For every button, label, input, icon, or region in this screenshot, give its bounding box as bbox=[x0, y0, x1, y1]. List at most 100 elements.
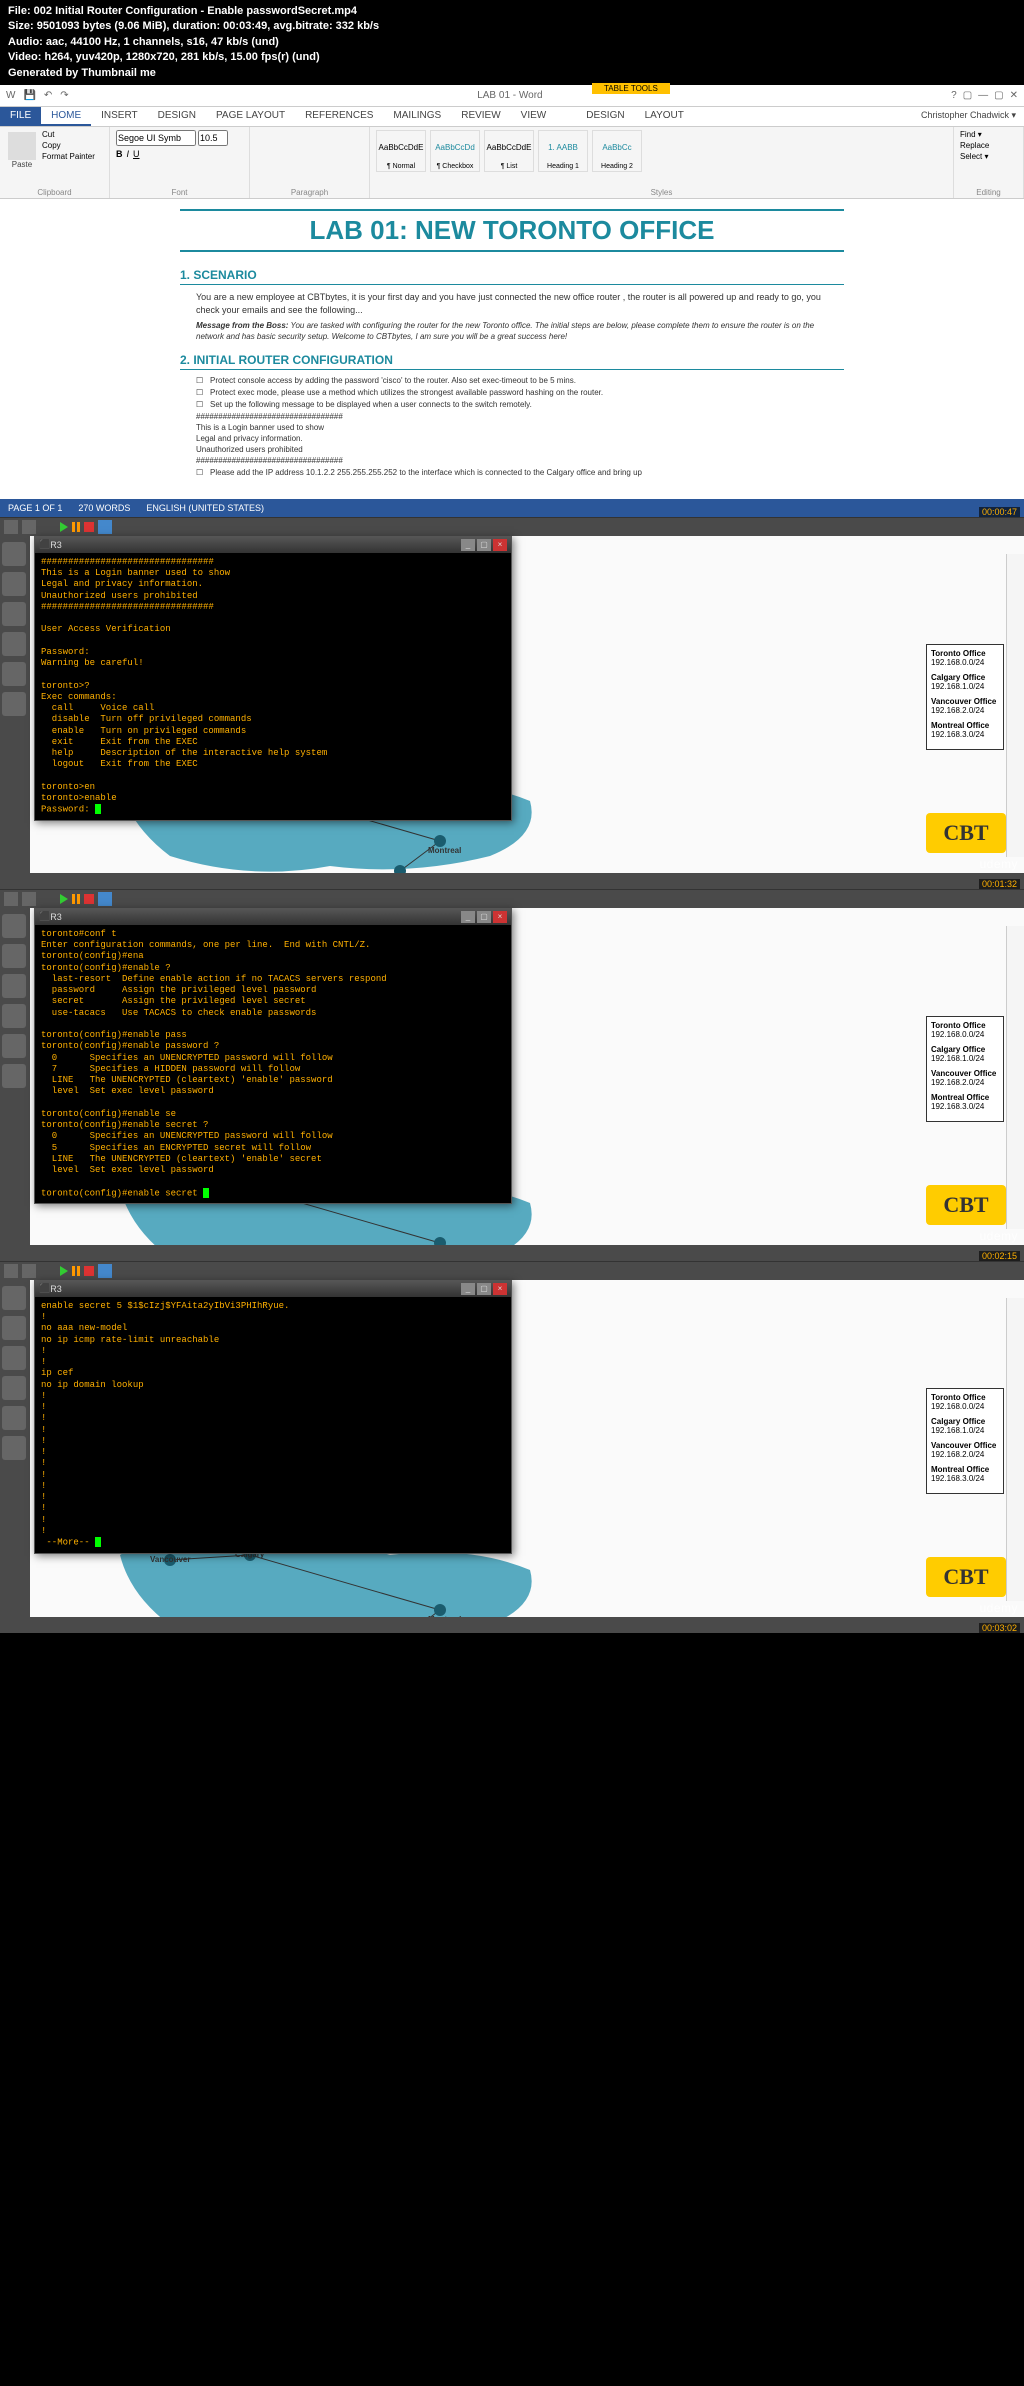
tab-mailings[interactable]: MAILINGS bbox=[383, 107, 451, 126]
ribbon-options-icon[interactable]: ▢ bbox=[963, 90, 972, 101]
term-maximize-icon[interactable]: ▢ bbox=[477, 1283, 491, 1295]
pc-category-icon[interactable] bbox=[2, 1346, 26, 1370]
stop-icon[interactable] bbox=[84, 1266, 94, 1276]
cut-button[interactable]: Cut bbox=[42, 130, 95, 139]
tab-file[interactable]: FILE bbox=[0, 107, 41, 126]
open-icon[interactable] bbox=[4, 520, 18, 534]
open-icon[interactable] bbox=[4, 1264, 18, 1278]
reload-icon[interactable] bbox=[98, 520, 112, 534]
tab-home[interactable]: HOME bbox=[41, 107, 91, 126]
style-list[interactable]: AaBbCcDdE¶ List bbox=[484, 130, 534, 172]
help-icon[interactable]: ? bbox=[951, 90, 957, 101]
gns3-canvas[interactable]: Vancouver Calgary Montreal ⬛ R3 _ ▢ × to… bbox=[30, 908, 1024, 1245]
pause-icon[interactable] bbox=[72, 522, 80, 532]
style-heading2[interactable]: AaBbCcHeading 2 bbox=[592, 130, 642, 172]
term-maximize-icon[interactable]: ▢ bbox=[477, 911, 491, 923]
quick-access-toolbar[interactable]: W 💾 ↶ ↷ bbox=[0, 90, 75, 101]
save-icon[interactable]: 💾 bbox=[23, 90, 35, 101]
all-devices-icon[interactable] bbox=[2, 662, 26, 686]
tab-review[interactable]: REVIEW bbox=[451, 107, 510, 126]
bold-button[interactable]: B bbox=[116, 149, 123, 159]
gns3-statusbar bbox=[0, 873, 1024, 889]
style-heading1[interactable]: 1. AABBHeading 1 bbox=[538, 130, 588, 172]
terminal-titlebar[interactable]: ⬛ R3 _ ▢ × bbox=[35, 909, 511, 925]
tab-references[interactable]: REFERENCES bbox=[295, 107, 383, 126]
close-icon[interactable]: ✕ bbox=[1010, 90, 1018, 101]
security-category-icon[interactable] bbox=[2, 1004, 26, 1028]
style-checkbox[interactable]: AaBbCcDd¶ Checkbox bbox=[430, 130, 480, 172]
word-count[interactable]: 270 WORDS bbox=[78, 503, 130, 513]
meta-size: Size: 9501093 bytes (9.06 MiB), duration… bbox=[8, 19, 1016, 34]
font-size-select[interactable] bbox=[198, 130, 228, 146]
stop-icon[interactable] bbox=[84, 894, 94, 904]
terminal-output[interactable]: toronto#conf t Enter configuration comma… bbox=[35, 925, 511, 1203]
format-painter-button[interactable]: Format Painter bbox=[42, 152, 95, 161]
terminal-titlebar[interactable]: ⬛ R3 _ ▢ × bbox=[35, 1281, 511, 1297]
link-tool-icon[interactable] bbox=[2, 1436, 26, 1460]
pause-icon[interactable] bbox=[72, 1266, 80, 1276]
term-close-icon[interactable]: × bbox=[493, 1283, 507, 1295]
replace-button[interactable]: Replace bbox=[960, 141, 989, 150]
router-category-icon[interactable] bbox=[2, 542, 26, 566]
switch-category-icon[interactable] bbox=[2, 1316, 26, 1340]
tab-table-design[interactable]: DESIGN bbox=[576, 107, 634, 126]
minimize-icon[interactable]: — bbox=[978, 90, 988, 101]
select-button[interactable]: Select ▾ bbox=[960, 152, 988, 161]
reload-icon[interactable] bbox=[98, 1264, 112, 1278]
undo-icon[interactable]: ↶ bbox=[44, 90, 52, 101]
video-metadata: File: 002 Initial Router Configuration -… bbox=[0, 0, 1024, 85]
copy-button[interactable]: Copy bbox=[42, 141, 95, 150]
tab-design[interactable]: DESIGN bbox=[148, 107, 206, 126]
terminal-output[interactable]: enable secret 5 $1$cIzj$YFAita2yIbVi3PHI… bbox=[35, 1297, 511, 1553]
term-minimize-icon[interactable]: _ bbox=[461, 1283, 475, 1295]
play-icon[interactable] bbox=[60, 1266, 68, 1276]
font-name-select[interactable] bbox=[116, 130, 196, 146]
gns3-canvas[interactable]: Vancouver Calgary Montreal toronto ⬛ R3 … bbox=[30, 536, 1024, 873]
terminal-titlebar[interactable]: ⬛ R3 _ ▢ × bbox=[35, 537, 511, 553]
term-maximize-icon[interactable]: ▢ bbox=[477, 539, 491, 551]
tab-table-layout[interactable]: LAYOUT bbox=[635, 107, 694, 126]
user-label[interactable]: Christopher Chadwick ▾ bbox=[913, 107, 1024, 126]
italic-button[interactable]: I bbox=[127, 149, 130, 159]
tab-view[interactable]: VIEW bbox=[511, 107, 557, 126]
all-devices-icon[interactable] bbox=[2, 1406, 26, 1430]
redo-icon[interactable]: ↷ bbox=[60, 90, 68, 101]
security-category-icon[interactable] bbox=[2, 1376, 26, 1400]
all-devices-icon[interactable] bbox=[2, 1034, 26, 1058]
play-icon[interactable] bbox=[60, 522, 68, 532]
maximize-icon[interactable]: ▢ bbox=[994, 90, 1003, 101]
term-minimize-icon[interactable]: _ bbox=[461, 539, 475, 551]
underline-button[interactable]: U bbox=[133, 149, 140, 159]
node-vancouver: Vancouver bbox=[150, 1555, 190, 1564]
switch-category-icon[interactable] bbox=[2, 944, 26, 968]
link-tool-icon[interactable] bbox=[2, 1064, 26, 1088]
switch-category-icon[interactable] bbox=[2, 572, 26, 596]
play-icon[interactable] bbox=[60, 894, 68, 904]
gns3-canvas[interactable]: Vancouver Calgary Montreal ⬛ R3 _ ▢ × en… bbox=[30, 1280, 1024, 1617]
tab-insert[interactable]: INSERT bbox=[91, 107, 148, 126]
terminal-output[interactable]: ################################ This is… bbox=[35, 553, 511, 820]
document-body[interactable]: LAB 01: NEW TORONTO OFFICE 1. SCENARIO Y… bbox=[0, 199, 1024, 499]
router-category-icon[interactable] bbox=[2, 1286, 26, 1310]
security-category-icon[interactable] bbox=[2, 632, 26, 656]
pc-category-icon[interactable] bbox=[2, 974, 26, 998]
language[interactable]: ENGLISH (UNITED STATES) bbox=[146, 503, 264, 513]
term-close-icon[interactable]: × bbox=[493, 911, 507, 923]
paste-button[interactable]: Paste bbox=[6, 130, 38, 171]
pc-category-icon[interactable] bbox=[2, 602, 26, 626]
tab-page-layout[interactable]: PAGE LAYOUT bbox=[206, 107, 295, 126]
term-close-icon[interactable]: × bbox=[493, 539, 507, 551]
link-tool-icon[interactable] bbox=[2, 692, 26, 716]
save-icon[interactable] bbox=[22, 520, 36, 534]
stop-icon[interactable] bbox=[84, 522, 94, 532]
save-icon[interactable] bbox=[22, 892, 36, 906]
style-normal[interactable]: AaBbCcDdE¶ Normal bbox=[376, 130, 426, 172]
save-icon[interactable] bbox=[22, 1264, 36, 1278]
page-count[interactable]: PAGE 1 OF 1 bbox=[8, 503, 62, 513]
reload-icon[interactable] bbox=[98, 892, 112, 906]
open-icon[interactable] bbox=[4, 892, 18, 906]
term-minimize-icon[interactable]: _ bbox=[461, 911, 475, 923]
router-category-icon[interactable] bbox=[2, 914, 26, 938]
find-button[interactable]: Find ▾ bbox=[960, 130, 982, 139]
pause-icon[interactable] bbox=[72, 894, 80, 904]
